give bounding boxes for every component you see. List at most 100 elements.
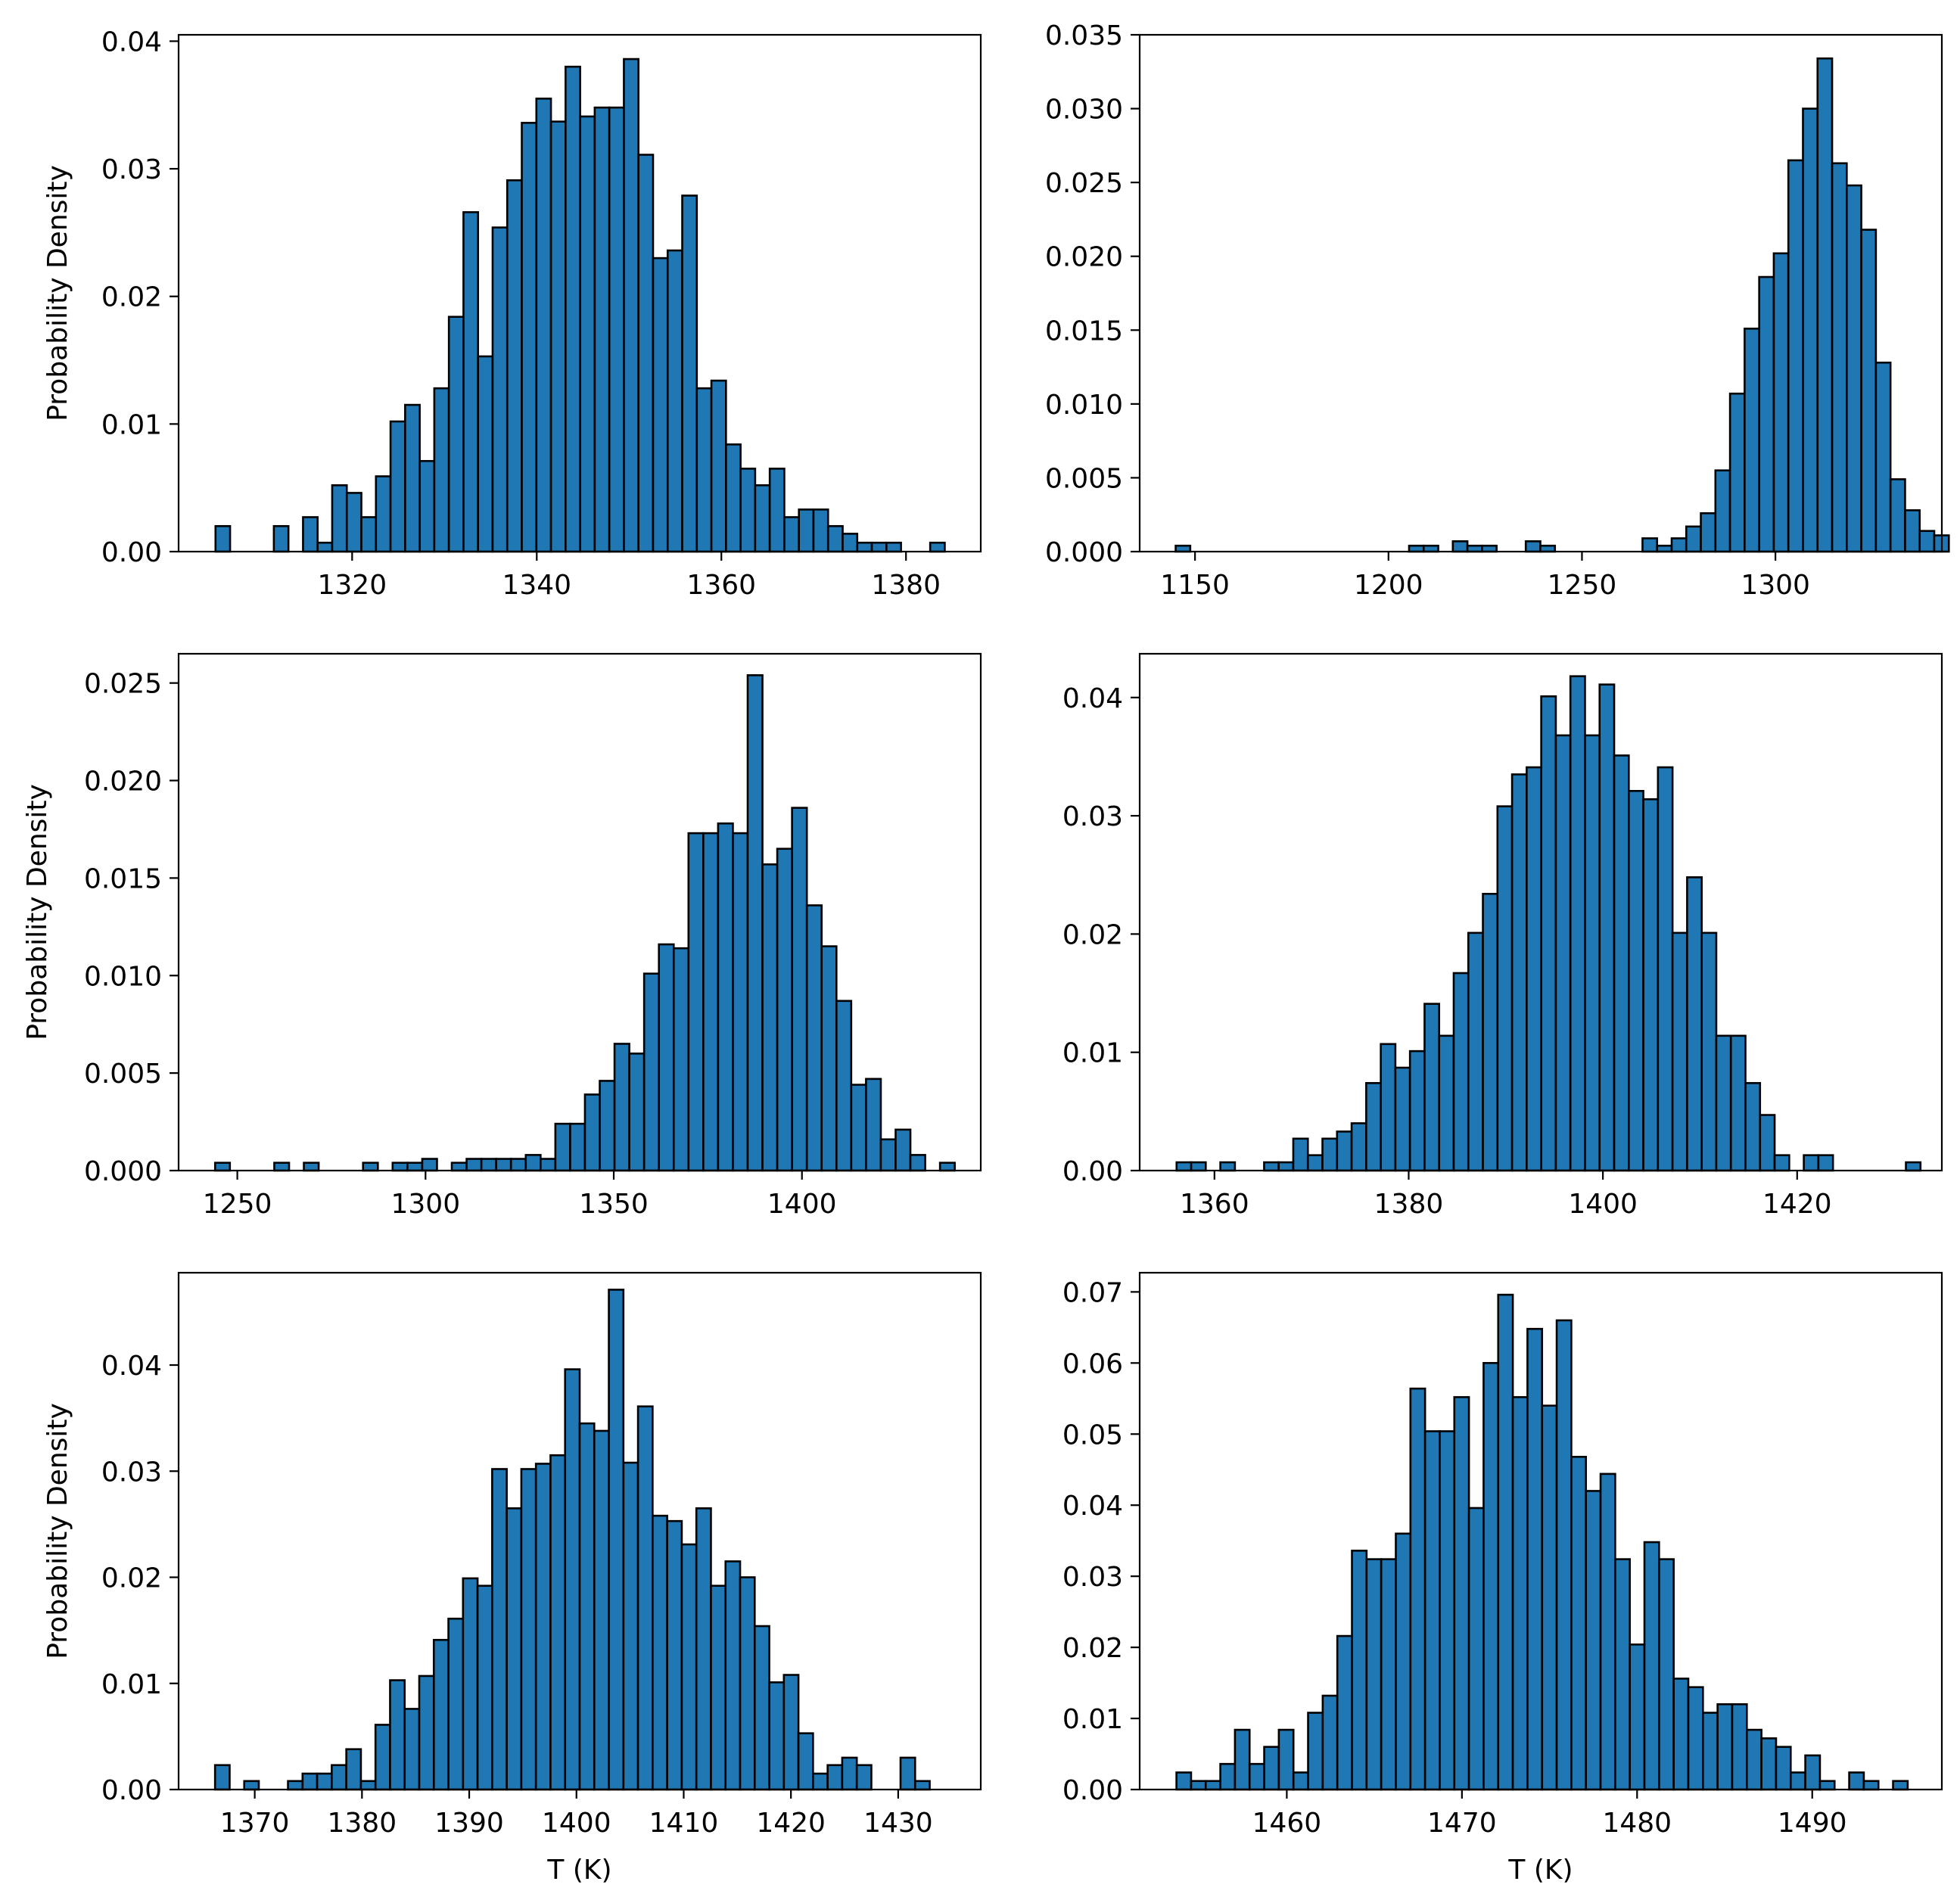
histogram-bar bbox=[521, 122, 538, 553]
histogram-bar bbox=[287, 1780, 304, 1791]
histogram-bar bbox=[1234, 1728, 1251, 1791]
histogram-bar bbox=[842, 533, 859, 553]
histogram-bar bbox=[1874, 361, 1892, 553]
histogram-bar bbox=[717, 822, 734, 1172]
histogram-bar bbox=[1511, 1396, 1529, 1791]
histogram-bar bbox=[1627, 790, 1644, 1172]
histogram-bar bbox=[549, 1454, 567, 1791]
y-tick-label: 0.010 bbox=[84, 961, 162, 992]
histogram-bar bbox=[899, 1756, 916, 1791]
histogram-bar bbox=[331, 484, 348, 553]
histogram-bar bbox=[1657, 766, 1674, 1172]
histogram-bar bbox=[1745, 1728, 1762, 1791]
histogram-bar bbox=[1760, 1737, 1778, 1791]
axes-frame bbox=[1138, 33, 1943, 553]
histogram-bar bbox=[761, 863, 779, 1172]
histogram-bar bbox=[1248, 1762, 1265, 1791]
histogram-bar bbox=[1292, 1771, 1309, 1791]
histogram-bar bbox=[1904, 509, 1921, 553]
histogram-bar bbox=[1510, 773, 1528, 1172]
histogram-bar bbox=[870, 541, 888, 553]
histogram-bar bbox=[1307, 1712, 1324, 1791]
y-tick-label: 0.01 bbox=[1062, 1038, 1123, 1069]
histogram-bar bbox=[753, 1625, 770, 1791]
chart-panel-2: 1150 1200 1250 1300 0.000 0.005 0.010 0.015 0.02… bbox=[1045, 20, 1950, 601]
histogram-bar bbox=[272, 524, 290, 553]
axes-frame bbox=[177, 1271, 982, 1791]
histogram-bar bbox=[1642, 798, 1660, 1172]
histogram-bar bbox=[754, 484, 771, 553]
histogram-bar bbox=[1541, 1404, 1558, 1791]
histogram-bar bbox=[652, 257, 669, 553]
x-tick-label: 1470 bbox=[1427, 1808, 1497, 1839]
histogram-bar bbox=[1599, 1472, 1616, 1791]
histogram-bar bbox=[593, 106, 611, 553]
y-tick-label: 0.03 bbox=[1062, 1562, 1123, 1593]
x-tick-label: 1350 bbox=[579, 1189, 649, 1220]
histogram-bar bbox=[1453, 1396, 1470, 1791]
histogram-bar bbox=[1451, 540, 1469, 553]
histogram-bar bbox=[1481, 544, 1498, 553]
y-tick-label: 0.01 bbox=[101, 409, 162, 440]
histogram-bar bbox=[1380, 1043, 1397, 1172]
histogram-bar bbox=[406, 1161, 424, 1172]
histogram-bar bbox=[1804, 1754, 1822, 1791]
x-tick-label: 1300 bbox=[390, 1189, 460, 1220]
histogram-bar bbox=[812, 508, 829, 553]
histogram-bar bbox=[462, 1577, 479, 1791]
y-tick-label: 0.00 bbox=[101, 1775, 162, 1806]
histogram-bar bbox=[1700, 931, 1718, 1172]
y-tick-label: 0.00 bbox=[1062, 1156, 1123, 1187]
histogram-bar bbox=[865, 1077, 882, 1172]
histogram-bar bbox=[637, 154, 655, 553]
x-tick-label: 1360 bbox=[1180, 1189, 1249, 1220]
histogram-bar bbox=[1175, 1161, 1193, 1172]
histogram-bar bbox=[1714, 469, 1731, 553]
histogram-bar bbox=[1772, 252, 1790, 553]
y-tick-label: 0.015 bbox=[84, 863, 162, 894]
y-tick-label: 0.02 bbox=[101, 1563, 162, 1594]
histogram-bar bbox=[331, 1764, 347, 1791]
histogram-bar bbox=[702, 832, 720, 1172]
histogram-bar bbox=[520, 1468, 537, 1791]
histogram-bar bbox=[732, 832, 749, 1172]
histogram-bar bbox=[710, 1584, 727, 1791]
histogram-bar bbox=[1831, 162, 1848, 553]
histogram-bar bbox=[1452, 972, 1470, 1172]
histogram-bar bbox=[462, 211, 479, 553]
histogram-bar bbox=[418, 1675, 435, 1791]
histogram-bar bbox=[826, 524, 844, 553]
histogram-bar bbox=[783, 516, 801, 553]
y-tick-label: 0.02 bbox=[101, 282, 162, 313]
histogram-bar bbox=[1219, 1161, 1237, 1172]
histogram-bar bbox=[1408, 544, 1425, 553]
histogram-bar bbox=[540, 1158, 557, 1172]
histogram-bar bbox=[1526, 766, 1542, 1172]
chart-panel-5: 1370 1380 1390 1400 1410 1420 1430 0.00 0.01 0.02… bbox=[42, 1271, 982, 1886]
histogram-bar bbox=[1585, 1490, 1602, 1791]
histogram-bar bbox=[1614, 1558, 1631, 1791]
histogram-bar bbox=[1803, 1154, 1820, 1172]
histogram-bar bbox=[1422, 544, 1439, 553]
histogram-bar bbox=[1758, 275, 1775, 553]
y-tick-label: 0.04 bbox=[1062, 683, 1123, 714]
histogram-bar bbox=[1409, 1387, 1426, 1791]
y-tick-label: 0.03 bbox=[101, 154, 162, 185]
histogram-bar bbox=[1204, 1780, 1221, 1791]
histogram-bar bbox=[798, 508, 815, 553]
histogram-bar bbox=[1321, 1694, 1339, 1791]
histogram-bar bbox=[302, 516, 319, 553]
histogram-bar bbox=[1336, 1634, 1353, 1791]
histogram-bar bbox=[554, 1122, 571, 1172]
y-tick-label: 0.000 bbox=[1045, 537, 1123, 568]
x-tick-label: 1200 bbox=[1354, 570, 1423, 601]
histogram-bar bbox=[1775, 1746, 1792, 1791]
y-tick-label: 0.02 bbox=[1062, 1633, 1123, 1664]
histogram-bar bbox=[879, 1138, 897, 1172]
histogram-bar bbox=[746, 674, 764, 1172]
histogram-bar bbox=[1731, 1703, 1748, 1791]
histogram-bar bbox=[506, 1507, 523, 1791]
histogram-bar bbox=[855, 1764, 873, 1791]
histogram-bar bbox=[1685, 525, 1702, 553]
y-tick-label: 0.030 bbox=[1045, 95, 1123, 126]
